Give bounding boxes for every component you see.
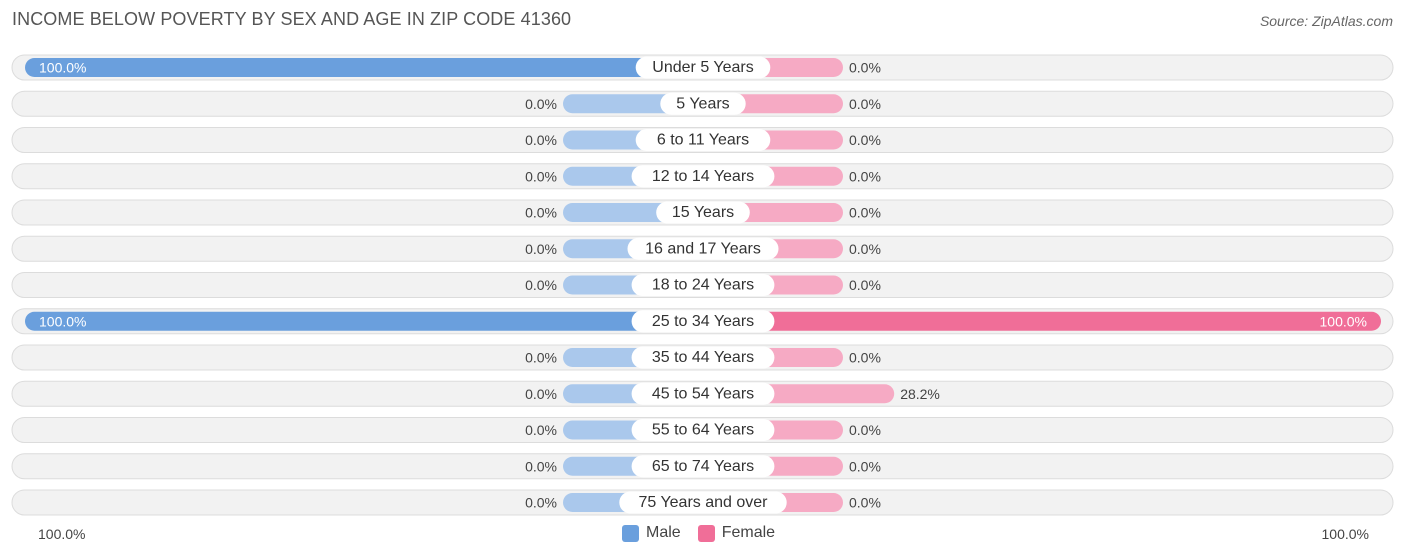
category-pill [619,491,787,514]
male-bar [25,311,703,331]
source-credit: Source: ZipAtlas.com [1259,13,1393,29]
category-pill [660,92,746,115]
female-value-label: 28.2% [900,386,940,402]
legend: Male Female [622,522,792,544]
male-value-label: 0.0% [525,241,557,257]
category-pill [631,419,775,441]
category-pill [631,382,775,405]
category-pill [631,310,775,333]
category-pill [635,56,771,79]
category-label: 6 to 11 Years [657,132,749,149]
category-label: 75 Years and over [639,494,769,511]
category-pill [631,274,775,296]
chart-title: INCOME BELOW POVERTY BY SEX AND AGE IN Z… [12,9,572,29]
female-value-label: 0.0% [849,458,881,474]
poverty-chart: 100.0% 0.0% Under 5 Years 0.0% 0.0% 5 Years 0.… [11,54,1394,516]
female-value-label: 0.0% [849,60,881,76]
male-value-label: 100.0% [39,313,86,329]
category-label: 12 to 14 Years [652,168,754,185]
category-pill [631,346,775,369]
category-label: 16 and 17 Years [645,240,761,257]
female-value-label: 0.0% [849,350,881,366]
axis-label-left: 100.0% [38,526,86,542]
category-label: 25 to 34 Years [652,313,754,330]
category-pill [635,129,771,151]
category-pill [656,201,750,224]
female-value-label: 0.0% [849,132,881,148]
male-value-label: 0.0% [525,132,557,148]
female-value-label: 0.0% [849,422,881,438]
category-pill [627,237,779,260]
category-label: 18 to 24 Years [652,277,754,294]
female-bar [703,311,1381,331]
female-value-label: 0.0% [849,495,881,511]
female-value-label: 0.0% [849,241,881,257]
legend-swatch-female [697,524,715,542]
male-value-label: 0.0% [525,277,557,293]
male-value-label: 0.0% [525,386,557,402]
female-value-label: 0.0% [849,277,881,293]
male-value-label: 0.0% [525,350,557,366]
category-label: 55 to 64 Years [652,422,754,439]
male-value-label: 0.0% [525,96,557,112]
category-label: Under 5 Years [652,59,753,76]
category-label: 35 to 44 Years [652,349,754,366]
male-bar [25,58,703,77]
female-value-label: 0.0% [849,96,881,112]
female-value-label: 0.0% [849,168,881,184]
male-value-label: 0.0% [525,458,557,474]
category-pill [631,455,775,478]
legend-label-female: Female [721,524,776,541]
male-value-label: 100.0% [39,60,86,76]
male-value-label: 0.0% [525,205,557,221]
legend-label-male: Male [646,524,681,541]
category-label: 15 Years [672,204,734,221]
category-label: 65 to 74 Years [652,458,754,475]
category-pill [631,165,775,188]
legend-item-male: Male [622,524,681,542]
legend-swatch-male [622,524,639,542]
female-value-label: 0.0% [849,205,881,221]
axis-label-right: 100.0% [1321,526,1369,542]
female-value-label: 100.0% [1320,313,1367,329]
male-value-label: 0.0% [525,422,557,438]
category-label: 45 to 54 Years [652,385,754,402]
legend-item-female: Female [697,524,776,542]
category-label: 5 Years [676,95,729,112]
male-value-label: 0.0% [525,168,557,184]
male-value-label: 0.0% [525,495,557,511]
